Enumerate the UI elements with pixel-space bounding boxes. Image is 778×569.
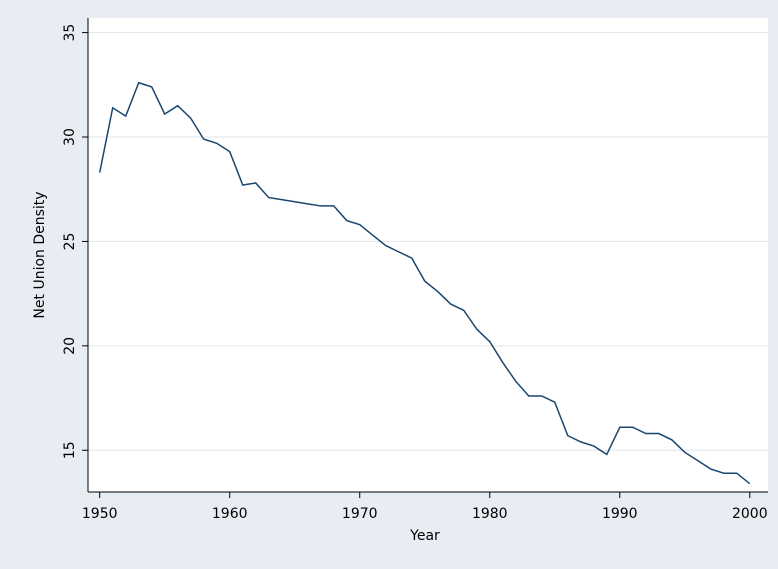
- x-tick-label: 1950: [82, 506, 118, 522]
- y-axis-label: Net Union Density: [32, 191, 48, 318]
- plot-area: [88, 18, 768, 492]
- x-tick-label: 1970: [342, 506, 378, 522]
- y-tick-label: 15: [62, 441, 78, 459]
- data-line: [98, 81, 751, 485]
- y-tick-label: 20: [62, 337, 78, 355]
- y-tick-label: 25: [62, 233, 78, 251]
- x-tick-label: 1960: [212, 506, 248, 522]
- x-tick-label: 1980: [472, 506, 508, 522]
- x-tick-label: 1990: [602, 506, 638, 522]
- y-tick-label: 35: [62, 24, 78, 42]
- x-axis-label: Year: [409, 528, 440, 544]
- y-tick-label: 30: [62, 128, 78, 146]
- x-tick-label: 2000: [732, 506, 768, 522]
